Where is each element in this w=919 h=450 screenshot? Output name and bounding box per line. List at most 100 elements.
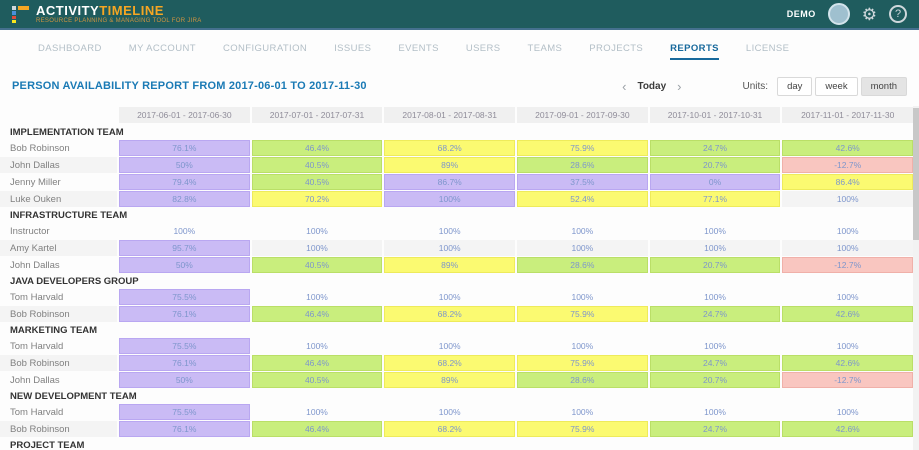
availability-cell: 100% <box>173 226 196 236</box>
availability-cell: 0% <box>649 174 781 190</box>
chevron-left-icon[interactable]: ‹ <box>622 78 627 94</box>
availability-cell: 50% <box>119 372 250 388</box>
person-name: Tom Harvald <box>10 340 64 352</box>
nav-item-my-account[interactable]: MY ACCOUNT <box>128 43 196 54</box>
person-name: Bob Robinson <box>0 421 117 437</box>
availability-cell: 100% <box>571 341 594 351</box>
person-row: Luke Ouken 82.8% 70.2% 100% 52.4% 77.1% 100% <box>0 191 914 207</box>
user-label: DEMO <box>786 9 816 19</box>
availability-cell: 28.6% <box>517 157 648 173</box>
person-name: John Dallas <box>0 157 117 173</box>
availability-cell: 68.2% <box>384 306 516 322</box>
nav-item-events[interactable]: EVENTS <box>398 43 439 54</box>
nav-item-projects[interactable]: PROJECTS <box>589 43 644 54</box>
vertical-scrollbar[interactable] <box>913 106 919 450</box>
availability-cell: 40.5% <box>251 372 383 388</box>
person-row: Tom Harvald 75.5% 100% 100% 100% 100% 100% <box>0 338 913 354</box>
today-button[interactable]: Today <box>637 80 667 92</box>
column-header: 2017-10-01 - 2017-10-31 <box>649 107 781 123</box>
availability-cell: 100% <box>704 226 726 236</box>
availability-cell: 68.2% <box>384 355 516 371</box>
availability-cell: 100% <box>306 292 328 302</box>
availability-cell: 20.7% <box>649 157 781 173</box>
unit-button-day[interactable]: day <box>777 77 813 96</box>
availability-cell: 100% <box>438 226 461 236</box>
availability-cell: 76.1% <box>119 140 250 156</box>
availability-cell: 100% <box>384 240 516 256</box>
units-button-group: day week month <box>774 76 907 96</box>
person-row: Instructor 100% 100% 100% 100% 100% 100% <box>0 223 913 239</box>
team-group-header: JAVA DEVELOPERS GROUP <box>10 275 139 287</box>
chevron-right-icon[interactable]: › <box>677 78 682 94</box>
column-header: 2017-07-01 - 2017-07-31 <box>251 107 383 123</box>
app-logo[interactable]: ACTIVITYTIMELINE RESOURCE PLANNING & MAN… <box>12 2 202 24</box>
person-name: John Dallas <box>10 259 60 271</box>
availability-cell: 100% <box>704 407 726 417</box>
availability-cell: 100% <box>306 407 328 417</box>
availability-cell: 20.7% <box>649 257 781 273</box>
team-group-header: IMPLEMENTATION TEAM <box>10 126 124 138</box>
logo-secondary: TIMELINE <box>99 2 164 18</box>
team-group-header: NEW DEVELOPMENT TEAM <box>10 390 137 402</box>
availability-cell: 40.5% <box>251 157 383 173</box>
availability-cell: 24.7% <box>649 140 781 156</box>
nav-item-reports[interactable]: REPORTS <box>670 43 719 60</box>
availability-cell: 100% <box>836 226 859 236</box>
nav-item-dashboard[interactable]: DASHBOARD <box>38 43 102 54</box>
availability-cell: 89% <box>384 157 516 173</box>
page-title: PERSON AVAILABILITY REPORT FROM 2017-06-… <box>12 80 367 92</box>
unit-button-month[interactable]: month <box>860 77 907 96</box>
availability-cell: 24.7% <box>649 421 781 437</box>
scrollbar-thumb[interactable] <box>913 108 919 240</box>
person-row: Bob Robinson 76.1% 46.4% 68.2% 75.9% 24.7% 42.… <box>0 421 914 437</box>
availability-cell: 40.5% <box>251 174 383 190</box>
availability-cell: 100% <box>571 407 594 417</box>
person-name: Luke Ouken <box>0 191 117 207</box>
column-header: 2017-11-01 - 2017-11-30 <box>782 107 914 123</box>
nav-item-issues[interactable]: ISSUES <box>334 43 372 54</box>
team-group-header: MARKETING TEAM <box>10 324 98 336</box>
team-group-header: PROJECT TEAM <box>10 439 85 450</box>
availability-cell: 28.6% <box>517 257 648 273</box>
availability-cell: 100% <box>438 341 461 351</box>
nav-item-teams[interactable]: TEAMS <box>527 43 563 54</box>
availability-cell: 100% <box>649 240 781 256</box>
person-name: Bob Robinson <box>0 306 117 322</box>
person-row: Tom Harvald 75.5% 100% 100% 100% 100% 100% <box>0 404 913 420</box>
availability-cell: 89% <box>384 372 516 388</box>
availability-cell: 77.1% <box>649 191 781 207</box>
report-controls: ‹ Today › Units: day week month <box>613 76 907 96</box>
app-logo-icon <box>12 5 30 23</box>
column-header: 2017-08-01 - 2017-08-31 <box>384 107 516 123</box>
person-row: Bob Robinson 76.1% 46.4% 68.2% 75.9% 24.7% 42.… <box>0 140 914 156</box>
nav-item-users[interactable]: USERS <box>465 43 501 54</box>
availability-cell: 50% <box>119 157 250 173</box>
avatar[interactable] <box>827 3 850 25</box>
availability-cell: 24.7% <box>649 355 781 371</box>
column-header: 2017-06-01 - 2017-06-30 <box>119 107 250 123</box>
nav-item-license[interactable]: LICENSE <box>745 43 790 54</box>
availability-cell: -12.7% <box>782 257 914 273</box>
person-row: Tom Harvald 75.5% 100% 100% 100% 100% 100% <box>0 289 913 305</box>
help-icon[interactable]: ? <box>889 5 907 23</box>
nav-item-configuration[interactable]: CONFIGURATION <box>222 43 308 54</box>
logo-tagline: RESOURCE PLANNING & MANAGING TOOL FOR JI… <box>36 17 202 24</box>
unit-button-week[interactable]: week <box>815 77 858 96</box>
person-name: Tom Harvald <box>10 291 64 303</box>
availability-cell: 100% <box>306 341 328 351</box>
availability-cell: 76.1% <box>119 421 250 437</box>
availability-cell: 100% <box>836 407 859 417</box>
availability-table: 2017-06-01 - 2017-06-30 2017-07-01 - 2017… <box>0 107 914 450</box>
person-row: John Dallas 50% 40.5% 89% 28.6% 20.7% -12.7% <box>0 157 914 173</box>
availability-cell: 42.6% <box>782 355 914 371</box>
availability-cell: 68.2% <box>384 140 516 156</box>
table-corner-cell <box>0 107 117 123</box>
column-header: 2017-09-01 - 2017-09-30 <box>517 107 648 123</box>
gear-icon[interactable]: ⚙ <box>861 4 877 24</box>
app-header: ACTIVITYTIMELINE RESOURCE PLANNING & MAN… <box>0 0 919 30</box>
person-row: Bob Robinson 76.1% 46.4% 68.2% 75.9% 24.7% 42.… <box>0 306 914 322</box>
availability-cell: 42.6% <box>782 140 914 156</box>
availability-cell: 95.7% <box>119 240 250 256</box>
availability-cell: 75.9% <box>517 306 648 322</box>
nav-bar: DASHBOARD MY ACCOUNT CONFIGURATION ISSUES EV… <box>0 30 919 60</box>
